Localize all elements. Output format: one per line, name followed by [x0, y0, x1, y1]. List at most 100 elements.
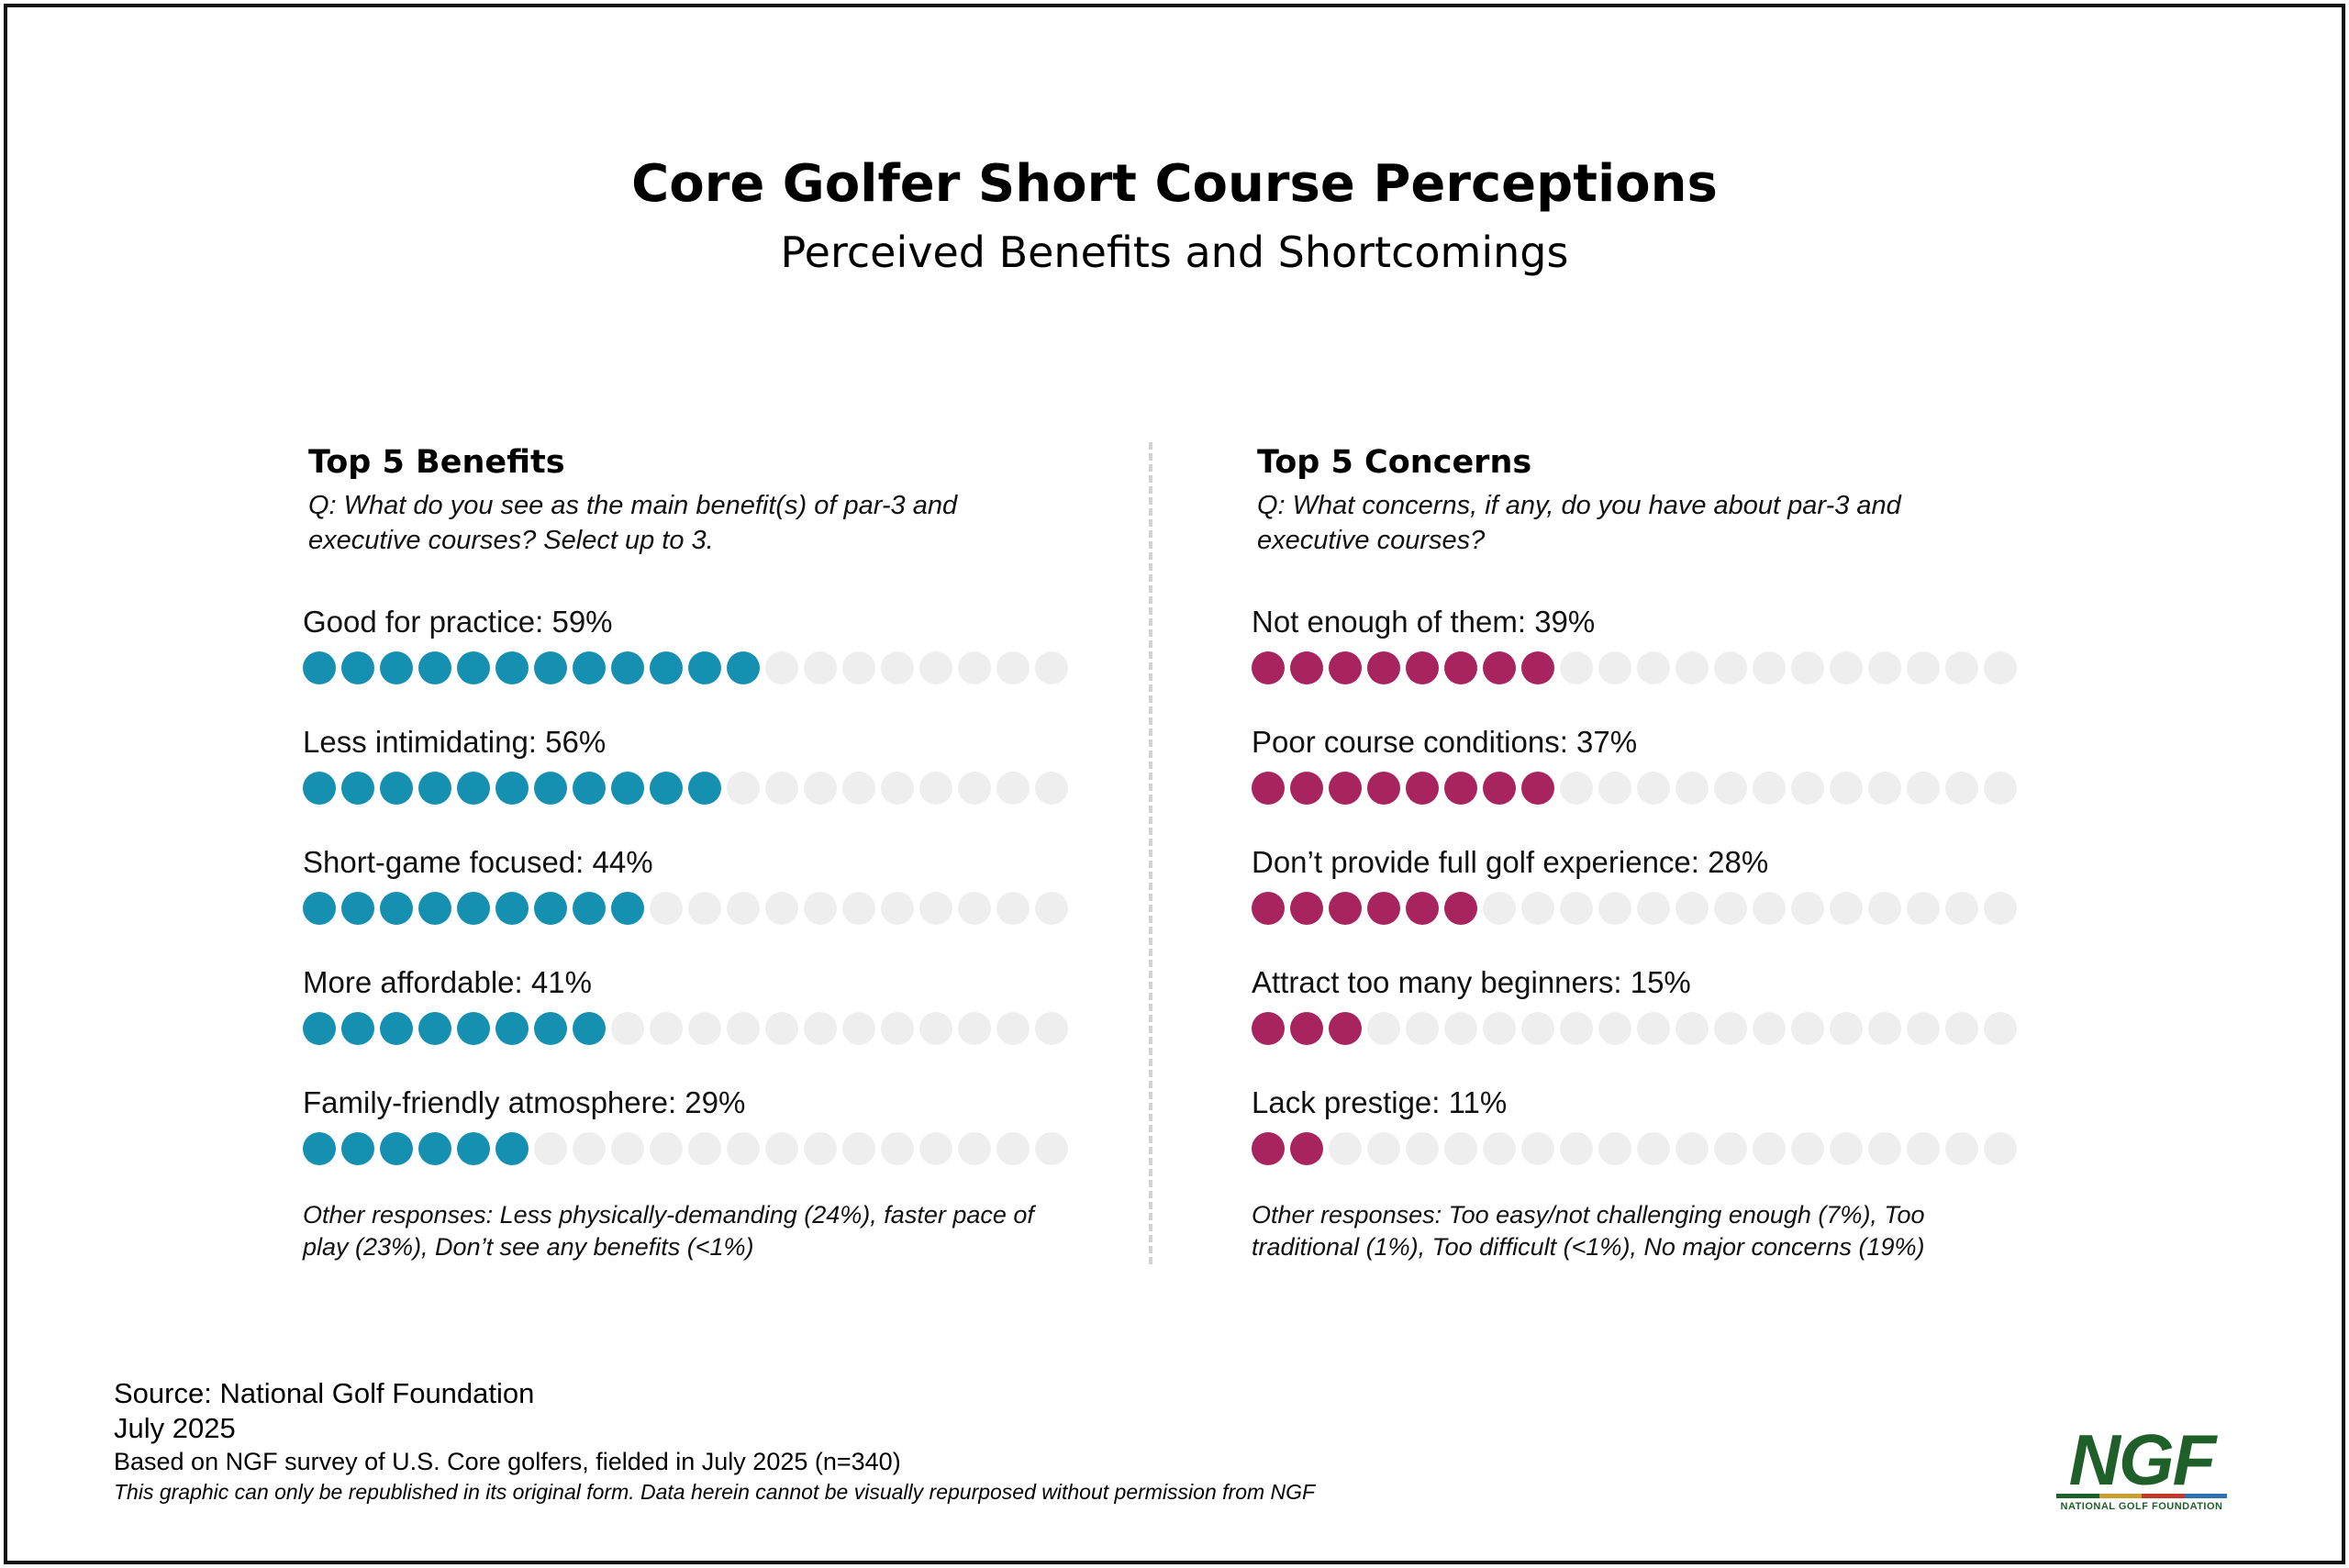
- empty-dot: [1945, 892, 1978, 925]
- filled-dot: [1329, 892, 1362, 925]
- filled-dot: [534, 651, 567, 684]
- filled-dot: [1406, 651, 1439, 684]
- empty-dot: [1753, 651, 1786, 684]
- empty-dot: [765, 772, 798, 805]
- benefit-dots: [303, 651, 1092, 684]
- empty-dot: [1830, 651, 1863, 684]
- empty-dot: [958, 1132, 991, 1165]
- filled-dot: [650, 772, 683, 805]
- filled-dot: [1329, 1012, 1362, 1045]
- empty-dot: [688, 892, 721, 925]
- filled-dot: [418, 651, 451, 684]
- benefit-label: More affordable: 41%: [303, 965, 592, 999]
- empty-dot: [765, 651, 798, 684]
- filled-dot: [1329, 772, 1362, 805]
- empty-dot: [842, 772, 875, 805]
- empty-dot: [804, 772, 837, 805]
- logo-stripe: [2056, 1494, 2227, 1498]
- filled-dot: [1521, 651, 1554, 684]
- empty-dot: [1907, 892, 1940, 925]
- empty-dot: [1714, 1012, 1747, 1045]
- empty-dot: [1598, 1012, 1631, 1045]
- concern-dots: [1252, 651, 2041, 684]
- empty-dot: [534, 1132, 567, 1165]
- filled-dot: [495, 1132, 529, 1165]
- empty-dot: [1483, 1012, 1516, 1045]
- empty-dot: [1791, 1012, 1824, 1045]
- empty-dot: [1035, 1132, 1068, 1165]
- empty-dot: [919, 1132, 952, 1165]
- empty-dot: [996, 772, 1030, 805]
- empty-dot: [1945, 1132, 1978, 1165]
- filled-dot: [341, 1012, 374, 1045]
- concerns-other-responses: Other responses: Too easy/not challengin…: [1252, 1201, 1925, 1261]
- benefits-question: Q: What do you see as the main benefit(s…: [308, 491, 958, 555]
- filled-dot: [573, 651, 606, 684]
- logo-stripe-segment: [2056, 1494, 2099, 1498]
- empty-dot: [727, 1012, 760, 1045]
- benefits-items: Good for practice: 59% Less intimidating…: [303, 602, 1092, 1203]
- concern-label: Not enough of them: 39%: [1252, 605, 1596, 639]
- filled-dot: [418, 892, 451, 925]
- empty-dot: [650, 1132, 683, 1165]
- logo-stripe-segment: [2184, 1494, 2227, 1498]
- empty-dot: [958, 651, 991, 684]
- empty-dot: [1560, 1012, 1593, 1045]
- concern-item: Poor course conditions: 37%: [1252, 722, 2041, 842]
- empty-dot: [1675, 772, 1709, 805]
- filled-dot: [418, 1132, 451, 1165]
- source-date: July 2025: [114, 1412, 236, 1444]
- source-text: Source: National Golf Foundation: [114, 1377, 535, 1409]
- empty-dot: [1868, 1132, 1901, 1165]
- empty-dot: [1598, 772, 1631, 805]
- empty-dot: [842, 1012, 875, 1045]
- filled-dot: [303, 892, 336, 925]
- empty-dot: [919, 892, 952, 925]
- panel-divider: [1149, 442, 1152, 1264]
- empty-dot: [1984, 772, 2017, 805]
- concern-dots: [1252, 772, 2041, 805]
- benefit-item: Less intimidating: 56%: [303, 722, 1092, 842]
- survey-note: Based on NGF survey of U.S. Core golfers…: [114, 1448, 901, 1475]
- empty-dot: [1868, 1012, 1901, 1045]
- filled-dot: [1406, 772, 1439, 805]
- benefit-dots: [303, 1132, 1092, 1165]
- benefit-label: Family-friendly atmosphere: 29%: [303, 1085, 746, 1119]
- empty-dot: [1483, 892, 1516, 925]
- filled-dot: [534, 892, 567, 925]
- chart-subtitle: Perceived Benefits and Shortcomings: [780, 228, 1569, 277]
- empty-dot: [1945, 651, 1978, 684]
- empty-dot: [650, 1012, 683, 1045]
- filled-dot: [1367, 651, 1400, 684]
- empty-dot: [1406, 1132, 1439, 1165]
- filled-dot: [1521, 772, 1554, 805]
- empty-dot: [611, 1012, 644, 1045]
- filled-dot: [380, 1132, 413, 1165]
- empty-dot: [1714, 651, 1747, 684]
- filled-dot: [418, 1012, 451, 1045]
- empty-dot: [1984, 1132, 2017, 1165]
- benefits-other-responses: Other responses: Less physically-demandi…: [303, 1201, 1034, 1261]
- empty-dot: [1560, 892, 1593, 925]
- filled-dot: [341, 651, 374, 684]
- empty-dot: [1637, 892, 1670, 925]
- filled-dot: [457, 892, 490, 925]
- filled-dot: [457, 651, 490, 684]
- concern-dots: [1252, 1012, 2041, 1045]
- filled-dot: [1252, 651, 1285, 684]
- filled-dot: [380, 651, 413, 684]
- benefit-item: More affordable: 41%: [303, 962, 1092, 1083]
- concern-item: Lack prestige: 11%: [1252, 1083, 2041, 1203]
- empty-dot: [996, 1132, 1030, 1165]
- empty-dot: [842, 1132, 875, 1165]
- filled-dot: [457, 1012, 490, 1045]
- empty-dot: [881, 892, 914, 925]
- benefit-dots: [303, 892, 1092, 925]
- empty-dot: [881, 1012, 914, 1045]
- empty-dot: [996, 892, 1030, 925]
- filled-dot: [611, 772, 644, 805]
- filled-dot: [341, 772, 374, 805]
- filled-dot: [1483, 772, 1516, 805]
- empty-dot: [804, 651, 837, 684]
- empty-dot: [765, 1132, 798, 1165]
